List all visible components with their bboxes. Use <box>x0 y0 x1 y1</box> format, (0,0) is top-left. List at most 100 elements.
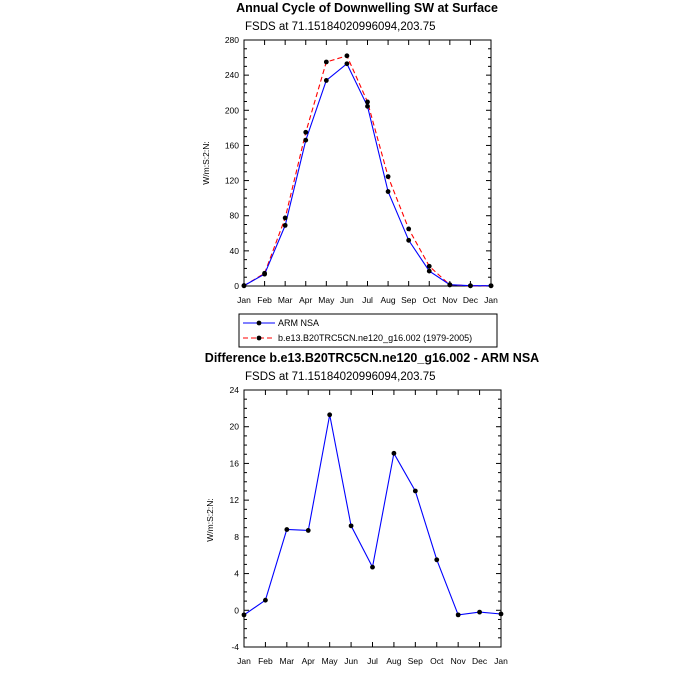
x-tick-label: Oct <box>430 656 444 666</box>
x-tick-label: Mar <box>278 295 293 305</box>
data-point <box>426 268 432 274</box>
y-tick-label: 20 <box>230 422 240 432</box>
data-point <box>406 226 412 232</box>
difference-chart: Difference b.e13.B20TRC5CN.ne120_g16.002… <box>205 351 539 666</box>
series-lines <box>243 414 502 616</box>
y-tick-label: 0 <box>234 605 239 615</box>
x-tick-label: Aug <box>381 295 396 305</box>
x-tick-label: Feb <box>258 656 273 666</box>
data-point <box>426 263 432 269</box>
y-axis-label: W/m:S:2:N: <box>205 498 215 541</box>
data-point <box>477 609 482 615</box>
chart-title: Annual Cycle of Downwelling SW at Surfac… <box>236 1 498 15</box>
y-tick-label: 8 <box>234 532 239 542</box>
data-point <box>391 450 397 456</box>
data-point <box>385 189 391 194</box>
series-points <box>241 412 504 618</box>
axis-ticks <box>243 39 492 287</box>
y-tick-label: 120 <box>225 176 239 186</box>
legend: ARM NSA b.e13.B20TRC5CN.ne120_g16.002 (1… <box>238 313 498 348</box>
chart-title: Difference b.e13.B20TRC5CN.ne120_g16.002… <box>205 351 539 365</box>
data-point <box>263 597 268 603</box>
data-point <box>305 528 311 533</box>
data-point <box>303 137 309 143</box>
legend-label-model: b.e13.B20TRC5CN.ne120_g16.002 (1979-2005… <box>278 333 472 343</box>
y-tick-label: 160 <box>225 140 239 150</box>
x-tick-label: Mar <box>280 656 295 666</box>
series-line-0 <box>243 414 502 616</box>
x-tick-label: May <box>318 295 335 305</box>
data-point <box>241 612 247 618</box>
y-tick-label: 80 <box>230 211 240 221</box>
axis-ticks <box>243 389 502 648</box>
data-point <box>385 174 391 180</box>
x-tick-label: Jun <box>340 295 354 305</box>
legend-marker-arm-nsa <box>256 320 262 326</box>
series-points <box>241 53 494 289</box>
legend-marker-model <box>256 335 262 341</box>
data-point <box>412 488 418 494</box>
x-tick-label: Jan <box>237 295 251 305</box>
data-point <box>498 611 504 617</box>
chart-subtitle: FSDS at 71.15184020996094,203.75 <box>245 21 436 33</box>
x-tick-label: Jan <box>484 295 498 305</box>
data-point <box>282 222 288 228</box>
y-tick-label: 240 <box>225 70 239 80</box>
x-tick-label: Sep <box>401 295 416 305</box>
annual-cycle-chart: Annual Cycle of Downwelling SW at Surfac… <box>201 1 498 305</box>
data-point <box>282 215 288 221</box>
series-lines <box>243 55 491 287</box>
x-tick-label: Nov <box>442 295 458 305</box>
series-line-1 <box>243 55 491 287</box>
y-tick-labels: -4 0 4 8 12 16 20 24 <box>230 385 240 652</box>
data-point <box>406 237 412 243</box>
x-tick-label: Oct <box>423 295 437 305</box>
data-point <box>365 103 370 109</box>
plot-frame <box>243 39 492 287</box>
plot-frame <box>243 389 502 648</box>
data-point <box>262 271 267 277</box>
data-point <box>348 523 354 529</box>
data-point <box>488 283 494 289</box>
data-point <box>284 527 290 532</box>
data-point <box>303 129 309 135</box>
x-tick-labels: Jan Feb Mar Apr May Jun Jul Aug Sep Oct Nov Dec Jan <box>237 656 508 666</box>
y-tick-label: 40 <box>230 246 240 256</box>
chart-subtitle: FSDS at 71.15184020996094,203.75 <box>245 371 436 383</box>
x-tick-label: Dec <box>472 656 488 666</box>
x-tick-label: Jul <box>367 656 378 666</box>
x-tick-label: Feb <box>257 295 272 305</box>
y-tick-label: 280 <box>225 35 239 45</box>
data-point <box>241 283 247 288</box>
series-line-0 <box>243 62 491 287</box>
data-point <box>344 53 350 59</box>
y-tick-label: 200 <box>225 105 239 115</box>
x-tick-label: Apr <box>302 656 315 666</box>
x-tick-label: Apr <box>299 295 312 305</box>
data-point <box>365 99 370 105</box>
data-point <box>344 61 350 67</box>
x-tick-label: Jan <box>494 656 508 666</box>
y-tick-label: 4 <box>234 569 239 579</box>
data-point <box>323 78 329 83</box>
x-tick-label: Dec <box>463 295 479 305</box>
data-point <box>447 282 453 288</box>
y-tick-label: 24 <box>230 385 240 395</box>
data-point <box>434 557 440 563</box>
x-tick-label: Jan <box>237 656 251 666</box>
x-tick-labels: Jan Feb Mar Apr May Jun Jul Aug Sep Oct Nov Dec Jan <box>237 295 498 305</box>
y-tick-label: 16 <box>230 458 240 468</box>
x-tick-label: Jul <box>362 295 373 305</box>
y-tick-label: -4 <box>231 642 239 652</box>
x-tick-label: May <box>322 656 339 666</box>
y-axis-label: W/m:S:2:N: <box>201 141 211 184</box>
x-tick-label: Sep <box>408 656 423 666</box>
x-tick-label: Jun <box>344 656 358 666</box>
data-point <box>370 564 375 570</box>
data-point <box>327 412 333 418</box>
y-tick-label: 12 <box>230 495 240 505</box>
x-tick-label: Aug <box>386 656 401 666</box>
y-tick-labels: 0 40 80 120 160 200 240 280 <box>225 35 239 291</box>
data-point <box>468 283 473 289</box>
